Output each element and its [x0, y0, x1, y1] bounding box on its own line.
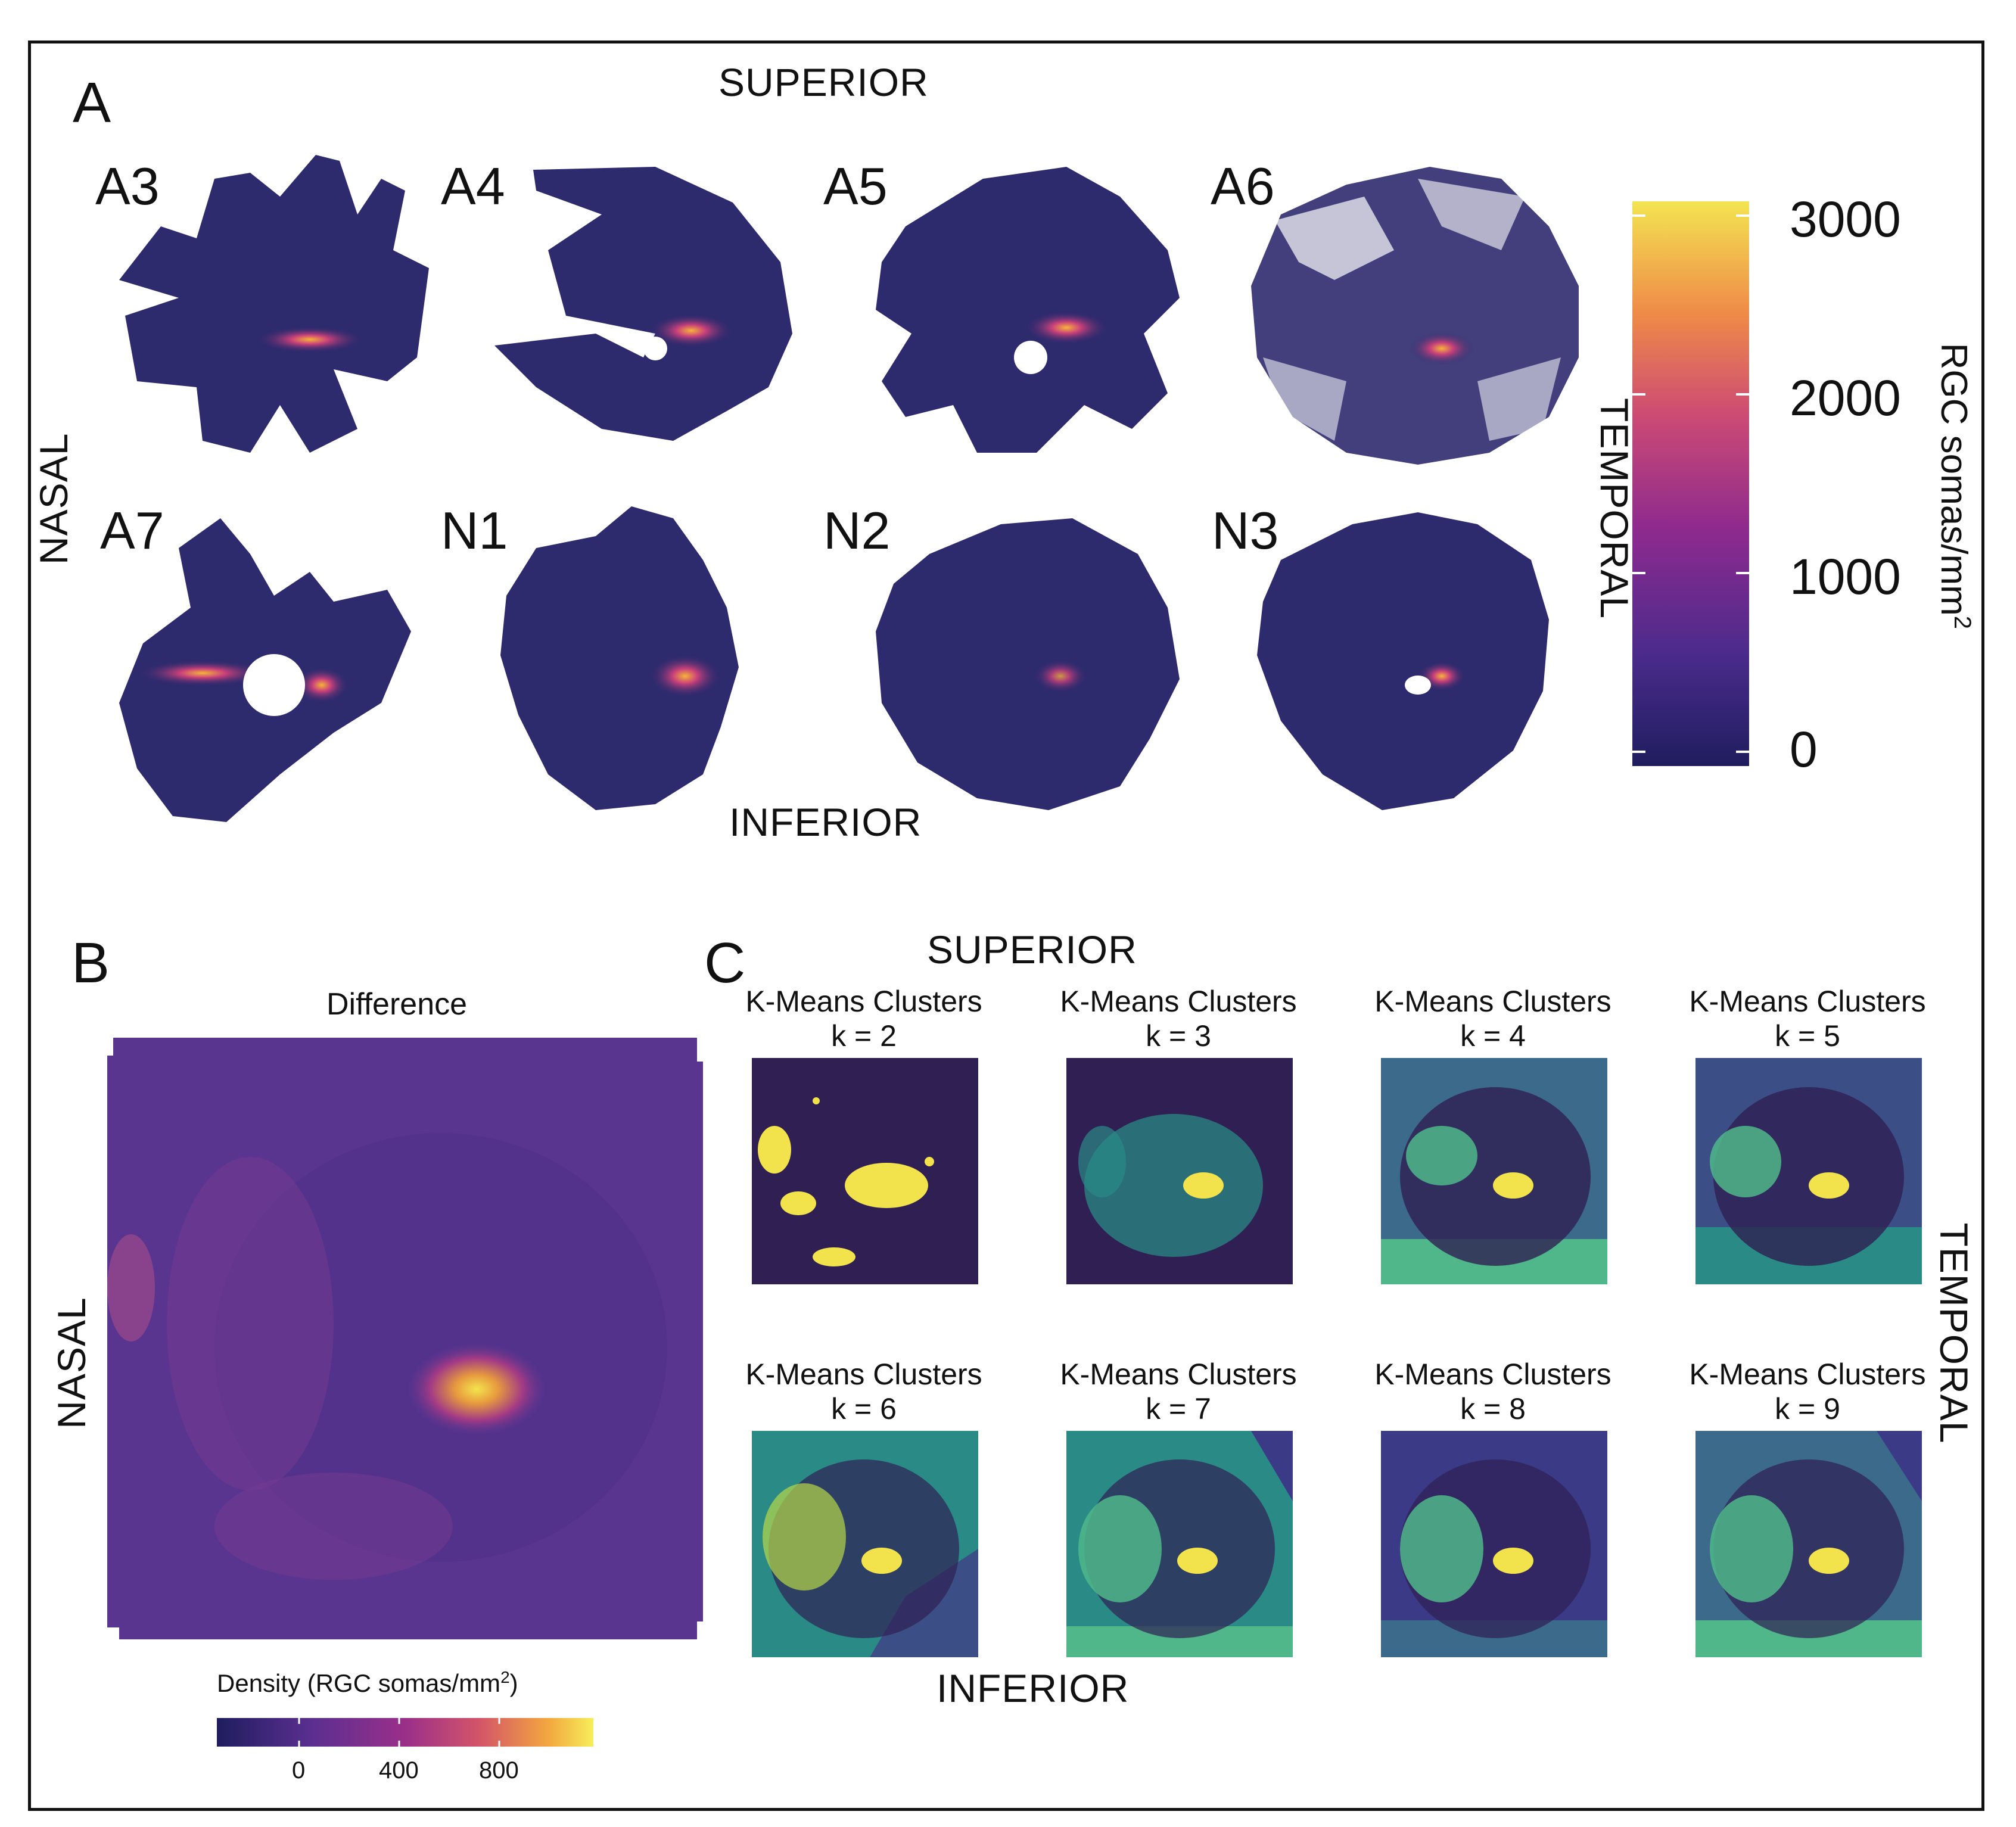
kmeans-title-k9: K-Means Clusters k = 9	[1689, 1358, 1926, 1426]
panel-a-letter: A	[73, 71, 111, 135]
kmeans-map-k7	[1066, 1431, 1293, 1657]
retina-label-a5: A5	[823, 157, 888, 216]
retina-maps	[119, 155, 1579, 822]
legend-tick-0: 0	[292, 1757, 306, 1784]
colorbar-tick-3000: 3000	[1790, 191, 1901, 247]
kmeans-title-k4: K-Means Clusters k = 4	[1374, 985, 1611, 1053]
retina-label-n3: N3	[1212, 501, 1279, 560]
kmeans-title-k8: K-Means Clusters k = 8	[1374, 1358, 1611, 1426]
kmeans-title-k2: K-Means Clusters k = 2	[745, 985, 982, 1053]
retina-n2	[876, 518, 1180, 810]
retina-a7	[119, 518, 411, 822]
kmeans-map-k2	[752, 1058, 978, 1284]
colorbar-tick-2000: 2000	[1790, 370, 1901, 426]
panel-c-inferior-label: INFERIOR	[937, 1666, 1130, 1710]
kmeans-map-k3	[1066, 1058, 1293, 1284]
panel-a-superior-label: SUPERIOR	[718, 60, 929, 104]
panel-a-inferior-label: INFERIOR	[729, 800, 922, 844]
panel-a-colorbar	[1632, 201, 1749, 766]
retina-a4	[494, 167, 792, 441]
panel-c-superior-label: SUPERIOR	[927, 927, 1137, 972]
retina-label-a4: A4	[441, 157, 505, 216]
kmeans-maps	[752, 1058, 1922, 1657]
retina-n3	[1257, 512, 1549, 810]
colorbar-tick-0: 0	[1790, 721, 1818, 777]
panel-b-legend-title: Density (RGC somas/mm2)	[217, 1668, 518, 1697]
panel-c-letter: C	[704, 931, 746, 995]
retina-a5	[876, 167, 1180, 453]
figure-frame	[28, 41, 1984, 1811]
kmeans-title-k7: K-Means Clusters k = 7	[1060, 1358, 1297, 1426]
kmeans-map-k4	[1381, 1058, 1607, 1284]
retina-label-n2: N2	[823, 501, 891, 560]
kmeans-map-k6	[752, 1431, 978, 1657]
panel-b-title: Difference	[326, 987, 468, 1022]
difference-heatmap	[107, 1038, 703, 1639]
retina-a3	[119, 155, 429, 453]
colorbar-tick-1000: 1000	[1790, 549, 1901, 605]
kmeans-map-k8	[1381, 1431, 1607, 1657]
kmeans-title-k5: K-Means Clusters k = 5	[1689, 985, 1926, 1053]
retina-label-n1: N1	[441, 501, 508, 560]
legend-tick-400: 400	[379, 1757, 419, 1784]
kmeans-title-k3: K-Means Clusters k = 3	[1060, 985, 1297, 1053]
kmeans-map-k9	[1695, 1431, 1922, 1657]
retina-label-a3: A3	[95, 157, 160, 216]
kmeans-map-k5	[1695, 1058, 1922, 1284]
retina-n1	[500, 506, 739, 810]
retina-label-a6: A6	[1211, 157, 1275, 216]
retina-label-a7: A7	[100, 501, 164, 560]
panel-b-legend-colorbar	[217, 1718, 593, 1747]
legend-tick-800: 800	[479, 1757, 519, 1784]
panel-b-letter: B	[71, 931, 110, 995]
retina-a6	[1251, 167, 1579, 465]
kmeans-title-k6: K-Means Clusters k = 6	[745, 1358, 982, 1426]
